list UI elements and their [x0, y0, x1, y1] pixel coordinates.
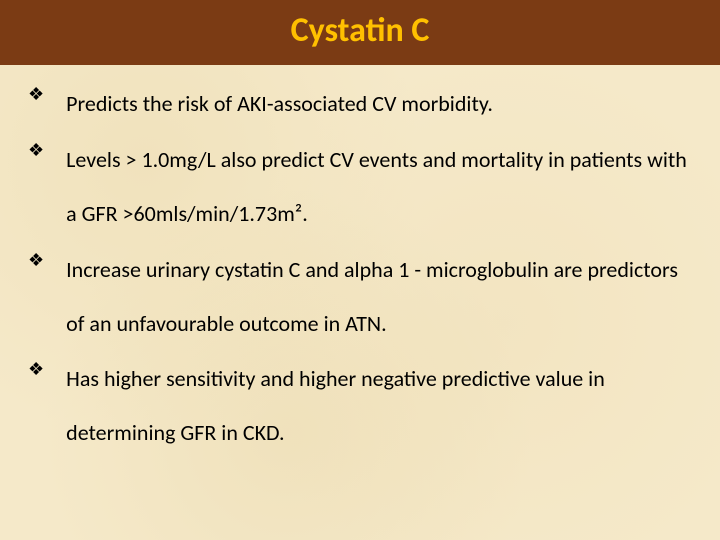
bullet-text: Increase urinary cystatin C and alpha 1 …	[66, 243, 692, 351]
list-item: ❖ Increase urinary cystatin C and alpha …	[28, 243, 692, 351]
bullet-icon: ❖	[28, 77, 44, 109]
bullet-text: Levels > 1.0mg/L also predict CV events …	[66, 133, 692, 241]
title-bar: Cystatin C	[0, 0, 720, 65]
bullet-text: Has higher sensitivity and higher negati…	[66, 352, 692, 460]
slide: Cystatin C ❖ Predicts the risk of AKI-as…	[0, 0, 720, 540]
bullet-icon: ❖	[28, 243, 44, 275]
bullet-text: Predicts the risk of AKI-associated CV m…	[66, 77, 692, 131]
list-item: ❖ Levels > 1.0mg/L also predict CV event…	[28, 133, 692, 241]
slide-body: ❖ Predicts the risk of AKI-associated CV…	[0, 65, 720, 460]
bullet-icon: ❖	[28, 352, 44, 384]
list-item: ❖ Predicts the risk of AKI-associated CV…	[28, 77, 692, 131]
list-item: ❖ Has higher sensitivity and higher nega…	[28, 352, 692, 460]
slide-title: Cystatin C	[291, 10, 430, 51]
bullet-icon: ❖	[28, 133, 44, 165]
